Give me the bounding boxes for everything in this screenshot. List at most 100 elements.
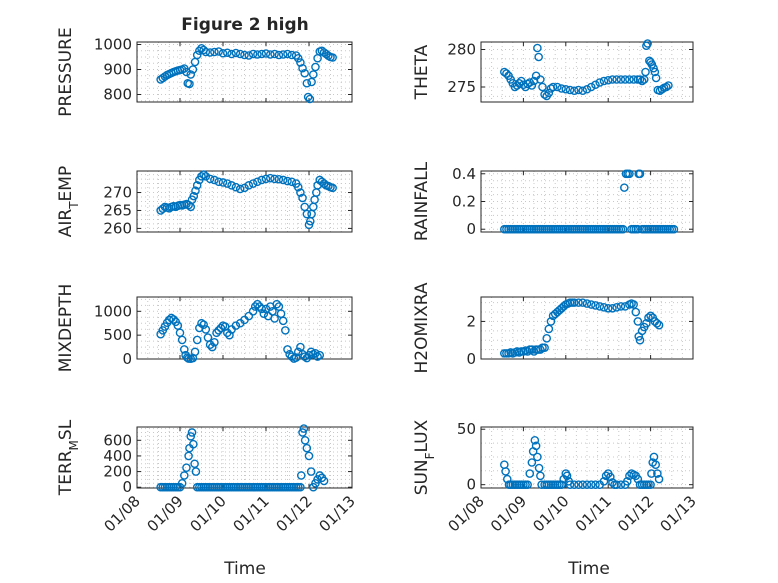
data-point	[182, 463, 191, 472]
data-point	[578, 480, 588, 489]
data-point	[527, 81, 537, 90]
data-point	[527, 458, 537, 467]
data-point	[177, 335, 187, 345]
data-point	[646, 311, 655, 321]
data-point	[308, 70, 318, 79]
data-point	[285, 349, 294, 359]
data-point	[661, 82, 671, 92]
data-point	[514, 78, 524, 88]
data-point	[651, 73, 661, 83]
axes-box	[136, 41, 353, 103]
data-point	[569, 298, 579, 307]
data-point	[582, 480, 592, 489]
data-point	[319, 179, 329, 188]
data-point	[629, 300, 638, 309]
data-point	[227, 181, 236, 190]
data-point	[293, 53, 303, 63]
data-point	[287, 50, 297, 60]
data-point	[158, 204, 168, 213]
data-point	[235, 184, 245, 194]
data-point	[315, 471, 325, 480]
data-point	[603, 303, 613, 313]
data-point	[212, 328, 221, 338]
data-point	[328, 53, 337, 62]
data-point	[240, 50, 249, 60]
data-point	[231, 321, 241, 330]
data-point	[205, 48, 215, 57]
data-point	[190, 459, 199, 469]
data-point	[625, 75, 634, 84]
data-point	[669, 224, 679, 234]
subplot-sun-flux: 0 50 01/08 01/09 01/10 01/11 01/12 01/13 SUNFLUX	[412, 419, 700, 535]
data-point	[546, 317, 556, 326]
data-point	[296, 482, 305, 492]
data-point	[278, 50, 288, 59]
data-point	[300, 352, 310, 361]
data-point	[664, 81, 673, 90]
data-point	[201, 325, 211, 334]
subplot-pressure: 800 900 1000 PRESSURE	[56, 27, 353, 117]
data-point	[299, 424, 309, 433]
data-point	[231, 48, 241, 58]
data-point	[216, 323, 226, 333]
data-point	[190, 347, 200, 357]
data-point	[305, 94, 315, 104]
data-point	[189, 439, 198, 449]
subplot-theta: 275 280 THETA	[412, 39, 694, 103]
data-point	[631, 307, 641, 317]
data-point	[654, 474, 664, 484]
data-point	[296, 188, 305, 197]
data-point	[201, 172, 211, 181]
y-tick-label: 1000	[94, 302, 132, 320]
data-point	[296, 58, 305, 67]
data-point	[534, 463, 544, 473]
data-point	[293, 347, 303, 357]
data-point	[603, 75, 613, 85]
subplot-rainfall: 0 0.2 0.4 RAINFALL	[412, 161, 694, 241]
data-point	[306, 467, 316, 476]
axes-box	[136, 170, 353, 233]
data-point	[169, 315, 178, 324]
figure-title: Figure 2 high	[181, 15, 309, 35]
data-point	[303, 92, 313, 102]
data-point	[197, 172, 206, 181]
y-axis-label: H2OMIXRA	[412, 282, 432, 373]
y-label-part: SL	[56, 419, 76, 440]
data-point	[644, 313, 653, 322]
data-point	[287, 352, 297, 361]
data-point	[272, 299, 282, 309]
data-point	[642, 319, 651, 328]
data-point	[192, 335, 202, 345]
data-point	[649, 452, 659, 462]
data-point	[300, 68, 310, 78]
data-point	[227, 49, 236, 59]
data-point	[525, 469, 535, 478]
x-tick-label: 01/12	[614, 492, 657, 535]
data-point	[205, 340, 215, 349]
data-point	[536, 345, 545, 354]
data-point	[291, 353, 301, 362]
axes-box	[480, 296, 694, 360]
y-label-subscript: F	[423, 452, 437, 459]
subplot-h2omixra: 0 2 H2OMIXRA	[412, 282, 694, 374]
y-axis-label: SUNFLUX	[412, 419, 437, 495]
data-point	[633, 474, 643, 484]
data-point	[311, 62, 320, 72]
data-point	[635, 75, 645, 84]
data-point	[313, 352, 322, 361]
data-point	[612, 303, 621, 312]
data-point	[641, 67, 650, 77]
x-tick-label: 01/11	[230, 492, 273, 535]
data-point	[533, 452, 542, 462]
data-point	[657, 84, 667, 94]
data-point	[222, 48, 232, 58]
data-point	[523, 347, 532, 356]
data-point	[253, 177, 262, 187]
plot-area	[481, 427, 693, 488]
data-point	[261, 174, 271, 184]
data-point	[646, 480, 655, 489]
data-point	[561, 84, 571, 94]
